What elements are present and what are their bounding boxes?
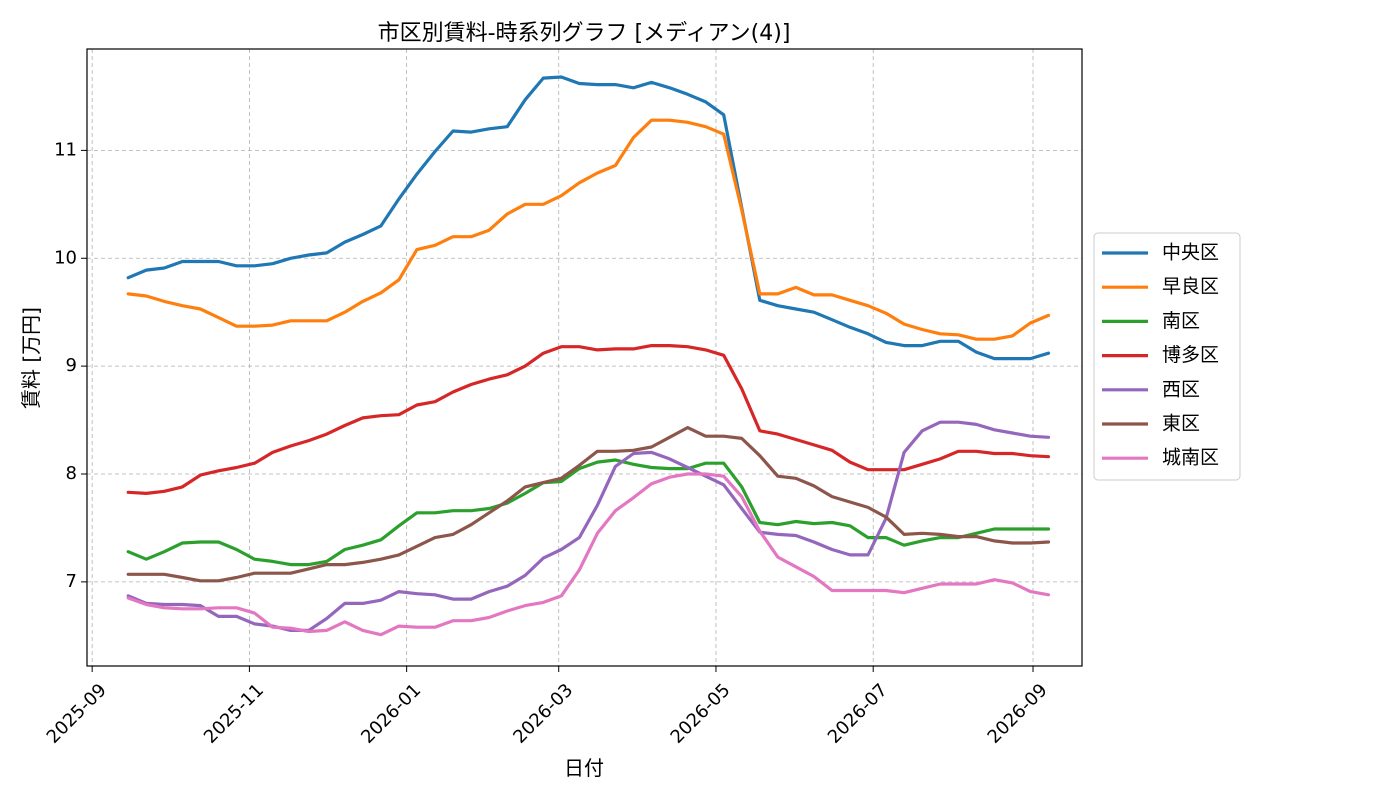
x-tick-label: 2026-03 <box>509 680 577 748</box>
legend-label: 中央区 <box>1162 242 1219 264</box>
y-tick-label: 10 <box>54 247 77 268</box>
y-tick-label: 9 <box>66 355 77 376</box>
x-tick-label: 2026-09 <box>984 680 1052 748</box>
legend-label: 早良区 <box>1162 276 1219 298</box>
legend-frame <box>1093 232 1241 481</box>
chart-title: 市区別賃料-時系列グラフ [メディアン(4)] <box>378 21 791 46</box>
grid-layer <box>87 49 1082 666</box>
x-axis-title: 日付 <box>564 756 604 780</box>
y-tick-label: 7 <box>66 571 77 592</box>
legend-label: 西区 <box>1162 378 1200 400</box>
series-line-5 <box>126 426 1051 583</box>
ticks-layer: 2025-09 2025-11 2026-01 2026-03 2026-05 2026-… <box>43 139 1052 747</box>
series-layer <box>126 75 1051 637</box>
x-tick-label: 2025-11 <box>200 680 268 748</box>
series-line-3 <box>126 344 1051 495</box>
legend-label: 城南区 <box>1162 447 1219 469</box>
legend-label: 博多区 <box>1162 344 1219 366</box>
x-tick-label: 2026-01 <box>357 680 425 748</box>
y-tick-label: 8 <box>66 463 77 484</box>
series-line-0 <box>126 75 1051 361</box>
legend-label: 東区 <box>1162 413 1200 435</box>
series-line-1 <box>126 118 1051 341</box>
series-line-4 <box>126 420 1051 633</box>
y-tick-label: 11 <box>54 139 77 160</box>
series-line-2 <box>126 458 1051 567</box>
y-axis-title: 賃料 [万円] <box>19 307 43 409</box>
x-tick-label: 2026-07 <box>824 680 892 748</box>
x-tick-label: 2026-05 <box>667 680 735 748</box>
series-line-6 <box>126 472 1051 637</box>
legend-label: 南区 <box>1162 310 1200 332</box>
x-tick-label: 2025-09 <box>43 680 111 748</box>
plot-area-frame <box>86 48 1083 667</box>
